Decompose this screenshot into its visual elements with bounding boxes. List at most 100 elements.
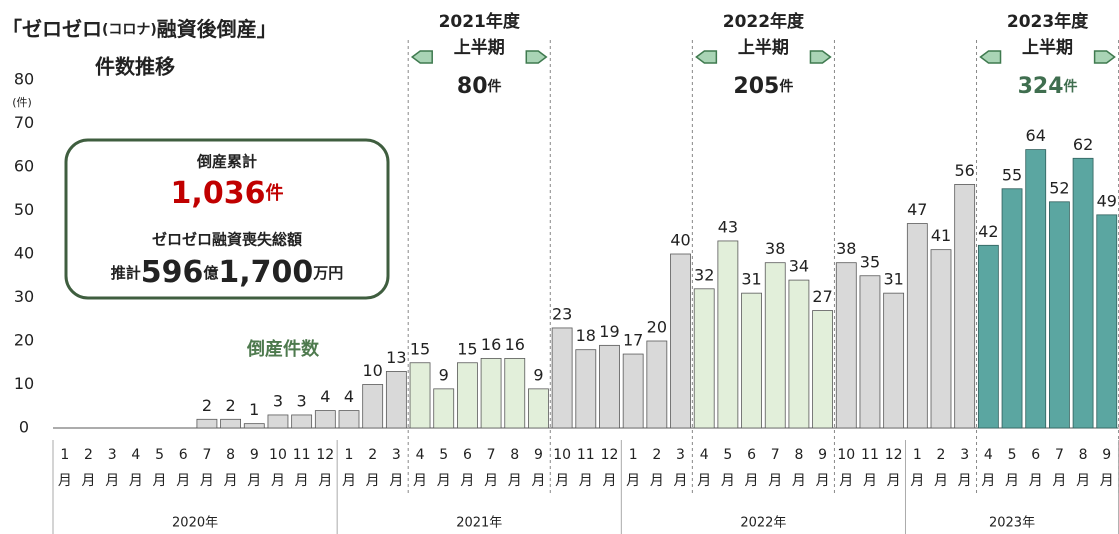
value-label: 27 — [812, 287, 832, 306]
year-label: 2023年 — [989, 516, 1035, 531]
period-total: 80件 — [457, 74, 502, 99]
summary-label: 倒産累計 — [196, 153, 257, 171]
value-label: 2 — [226, 396, 236, 415]
x-tick-unit: 月 — [271, 473, 285, 489]
x-tick-label: 8 — [510, 447, 519, 463]
x-tick-label: 9 — [1102, 447, 1111, 463]
value-label: 9 — [533, 365, 543, 384]
x-tick-label: 6 — [179, 447, 188, 463]
bar — [409, 362, 431, 429]
value-label: 2 — [202, 396, 212, 415]
x-tick-label: 10 — [837, 447, 855, 463]
summary-unit: 件 — [265, 182, 283, 204]
x-tick-label: 10 — [269, 447, 287, 463]
value-label: 35 — [860, 252, 880, 271]
period-arrow-left — [410, 50, 433, 64]
period-title: 2022年度 — [723, 11, 805, 32]
period-total: 205件 — [733, 74, 793, 99]
summary-box — [64, 138, 390, 300]
bar — [622, 353, 644, 429]
value-label: 4 — [344, 387, 354, 406]
bar — [575, 349, 597, 429]
x-tick-label: 9 — [818, 447, 827, 463]
y-tick-label: 70 — [14, 113, 34, 132]
title-part: (コロナ) — [102, 22, 157, 38]
x-tick-label: 6 — [1031, 447, 1040, 463]
x-tick-unit: 月 — [508, 473, 522, 489]
bar — [883, 292, 905, 429]
x-tick-label: 3 — [960, 447, 969, 463]
x-tick-label: 1 — [913, 447, 922, 463]
y-tick-label: 50 — [14, 200, 34, 219]
bar — [906, 223, 928, 429]
x-tick-label: 3 — [676, 447, 685, 463]
x-tick-unit: 月 — [745, 473, 759, 489]
x-tick-unit: 月 — [484, 473, 498, 489]
y-tick-label: 30 — [14, 287, 34, 306]
period-total-number: 324 — [1018, 74, 1064, 99]
value-label: 4 — [320, 387, 330, 406]
bar — [433, 388, 455, 429]
value-label: 10 — [363, 361, 383, 380]
bar — [717, 240, 739, 429]
y-tick-label: 60 — [14, 157, 34, 176]
bar — [1001, 188, 1023, 429]
x-tick-unit: 月 — [1005, 473, 1019, 489]
x-tick-unit: 月 — [839, 473, 853, 489]
period-total-number: 80 — [457, 74, 488, 99]
bar — [693, 288, 715, 429]
x-tick-label: 8 — [794, 447, 803, 463]
value-label: 15 — [457, 339, 477, 358]
period-arrow-right — [809, 50, 832, 64]
bar — [267, 414, 289, 429]
bar — [859, 275, 881, 429]
value-label: 49 — [1097, 191, 1117, 210]
bar — [812, 310, 833, 429]
value-label: 31 — [741, 270, 761, 289]
x-tick-label: 3 — [392, 447, 401, 463]
y-unit: (件) — [12, 96, 32, 109]
bar — [314, 410, 336, 429]
x-tick-label: 2 — [652, 447, 661, 463]
bar — [954, 183, 976, 429]
y-tick-label: 20 — [14, 331, 34, 350]
x-tick-unit: 月 — [910, 473, 924, 489]
period-subtitle: 上半期 — [738, 37, 789, 58]
period-total-unit: 件 — [1064, 78, 1078, 95]
value-label: 52 — [1049, 178, 1069, 197]
value-label: 41 — [931, 226, 951, 245]
period-total-unit: 件 — [779, 78, 793, 95]
x-tick-unit: 月 — [176, 473, 190, 489]
x-tick-label: 11 — [861, 447, 879, 463]
summary-number: 1,036 — [171, 176, 266, 211]
period-title: 2023年度 — [1007, 11, 1089, 32]
bar — [1025, 149, 1047, 429]
value-label: 3 — [273, 391, 283, 410]
value-label: 16 — [505, 335, 525, 354]
y-tick-label: 0 — [19, 418, 29, 437]
x-tick-label: 5 — [1008, 447, 1017, 463]
bar — [599, 344, 620, 429]
x-tick-label: 7 — [202, 447, 211, 463]
bar — [504, 357, 526, 429]
x-tick-unit: 月 — [342, 473, 356, 489]
value-label: 23 — [552, 304, 572, 323]
x-tick-label: 6 — [747, 447, 756, 463]
bar — [835, 262, 857, 429]
x-tick-unit: 月 — [958, 473, 972, 489]
x-tick-unit: 月 — [602, 473, 616, 489]
period-total-number: 205 — [733, 74, 779, 99]
value-label: 18 — [576, 326, 596, 345]
x-tick-label: 1 — [629, 447, 638, 463]
x-tick-unit: 月 — [200, 473, 214, 489]
bar — [551, 327, 573, 429]
bar — [764, 262, 786, 429]
value-label: 20 — [647, 318, 667, 337]
title-part: 融資後倒産」 — [157, 17, 277, 41]
x-tick-unit: 月 — [247, 473, 261, 489]
x-tick-label: 5 — [723, 447, 732, 463]
period-arrow-left — [979, 50, 1002, 64]
x-tick-unit: 月 — [153, 473, 167, 489]
x-tick-unit: 月 — [366, 473, 380, 489]
period-title: 2021年度 — [439, 11, 521, 32]
